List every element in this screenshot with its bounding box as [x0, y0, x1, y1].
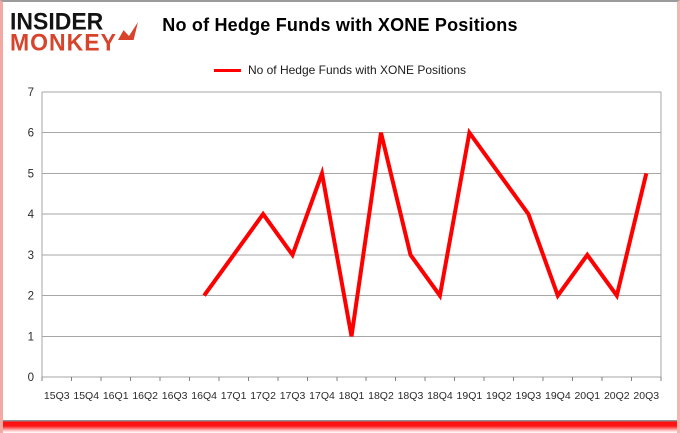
logo-text-insider: INSIDER	[10, 7, 104, 35]
line-chart-svg: 0 1 2 3 4 5 6 7 15Q3 15Q4 16Q1 16Q2 16Q3 16Q4 17Q1 17Q2…	[28, 87, 662, 402]
data-line	[202, 127, 649, 337]
bottom-red-bar	[3, 420, 677, 433]
chart-area: 0 1 2 3 4 5 6 7 15Q3 15Q4 16Q1 16Q2 16Q3 16Q4 17Q1 17Q2…	[3, 2, 677, 433]
x-tick-label: 18Q4	[427, 390, 453, 402]
y-tick-label: 6	[28, 128, 34, 140]
chart-title: No of Hedge Funds with XONE Positions	[162, 15, 518, 35]
x-tick-label: 18Q2	[368, 390, 394, 402]
y-tick-label: 1	[28, 331, 34, 343]
x-tick-label: 20Q2	[604, 390, 630, 402]
x-tick-label: 20Q3	[633, 390, 659, 402]
y-tick-label: 5	[28, 168, 34, 180]
x-tick-label: 19Q4	[545, 390, 571, 402]
legend-line-swatch	[213, 68, 241, 72]
y-tick-label: 2	[28, 291, 34, 303]
logo-text-monkey: MONKEY	[10, 28, 117, 56]
y-tick-label: 4	[28, 209, 35, 221]
legend-label: No of Hedge Funds with XONE Positions	[247, 63, 467, 77]
x-tick-label: 17Q1	[221, 390, 247, 402]
x-tick-label: 16Q1	[103, 390, 129, 402]
x-tick-label: 16Q3	[162, 390, 188, 402]
x-tick-label: 17Q4	[309, 390, 335, 402]
x-tick-label: 18Q1	[339, 390, 365, 402]
x-tick-label: 17Q3	[280, 390, 306, 402]
insider-monkey-logo: INSIDER MONKEY	[10, 7, 117, 56]
x-tick-label: 15Q3	[44, 390, 70, 402]
y-tick-label: 7	[28, 87, 34, 99]
x-tick-label: 19Q2	[486, 390, 512, 402]
x-tick-label: 19Q3	[516, 390, 542, 402]
x-tick-label: 17Q2	[250, 390, 276, 402]
x-tick-label: 16Q2	[132, 390, 158, 402]
y-tick-label: 3	[28, 250, 34, 262]
x-tick-label: 19Q1	[457, 390, 483, 402]
x-tick-label: 15Q4	[73, 390, 99, 402]
chart-legend: No of Hedge Funds with XONE Positions	[213, 63, 467, 77]
x-tick-label: 18Q3	[398, 390, 424, 402]
x-tick-label: 16Q4	[191, 390, 217, 402]
x-tick-label: 20Q1	[574, 390, 600, 402]
y-tick-label: 0	[28, 372, 34, 384]
